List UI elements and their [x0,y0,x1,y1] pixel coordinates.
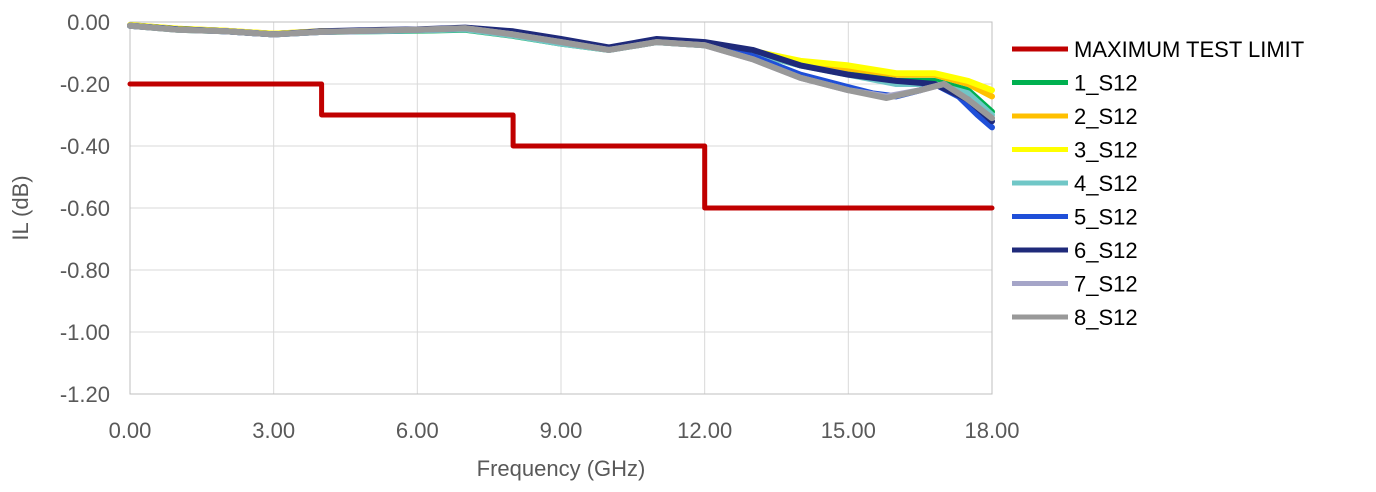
x-tick-label: 12.00 [677,418,732,443]
axis-ticks: 0.00 3.00 6.00 9.00 12.00 15.00 18.00 0.00 -0.20… [60,10,1020,443]
legend-label: 4_S12 [1074,171,1138,196]
grid [129,21,993,395]
legend-label: 7_S12 [1074,272,1138,297]
x-tick-label: 18.00 [964,418,1019,443]
y-tick-label: -1.00 [60,320,110,345]
y-tick-label: -0.80 [60,258,110,283]
y-tick-label: -0.40 [60,134,110,159]
x-tick-label: 0.00 [109,418,152,443]
legend: MAXIMUM TEST LIMIT 1_S12 2_S12 3_S12 4_S12 5_… [1012,37,1304,330]
x-tick-label: 3.00 [252,418,295,443]
x-tick-label: 9.00 [540,418,583,443]
legend-label: 1_S12 [1074,71,1138,96]
y-tick-label: 0.00 [67,10,110,35]
y-tick-label: -0.20 [60,72,110,97]
legend-label: 8_S12 [1074,305,1138,330]
legend-label: MAXIMUM TEST LIMIT [1074,37,1304,62]
series-line-8-s12 [127,22,995,122]
y-axis-label: IL (dB) [8,175,33,240]
legend-label: 6_S12 [1074,238,1138,263]
series-line-maximum-test-limit [127,81,995,211]
x-tick-label: 15.00 [821,418,876,443]
y-tick-label: -0.60 [60,196,110,221]
legend-label: 2_S12 [1074,104,1138,129]
legend-label: 3_S12 [1074,138,1138,163]
x-tick-label: 6.00 [396,418,439,443]
x-axis-label: Frequency (GHz) [477,456,646,481]
legend-label: 5_S12 [1074,205,1138,230]
plot-area [127,22,995,211]
y-tick-label: -1.20 [60,382,110,407]
